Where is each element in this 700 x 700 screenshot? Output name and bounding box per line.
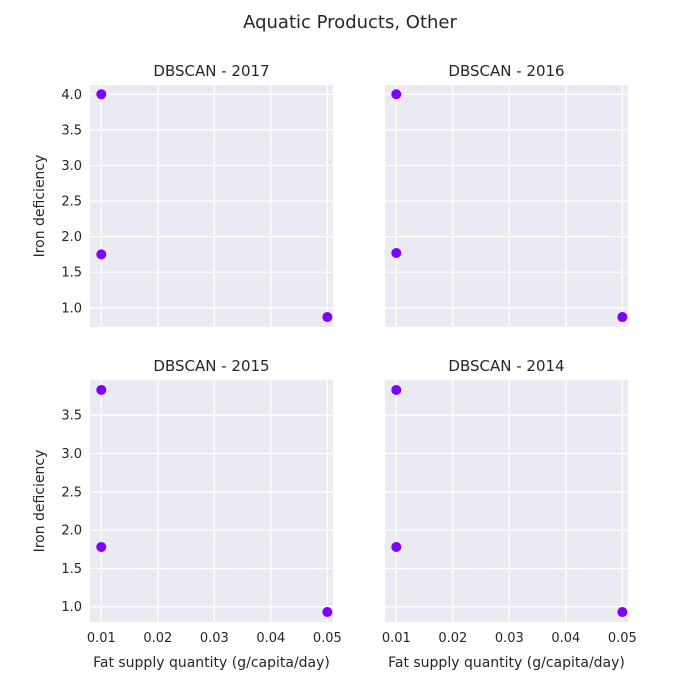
y-tick-label: 2.0 <box>61 524 82 539</box>
panel-title: DBSCAN - 2016 <box>448 62 564 80</box>
y-tick-label: 3.5 <box>61 123 82 138</box>
data-point <box>96 384 107 395</box>
data-point <box>96 89 107 100</box>
x-tick-label: 0.01 <box>382 631 411 646</box>
panel-1: DBSCAN - 2016 <box>385 62 628 327</box>
plot-area <box>90 380 333 622</box>
data-point <box>391 247 402 258</box>
y-axis-label: Iron deficiency <box>32 155 48 258</box>
x-tick-label: 0.03 <box>200 631 229 646</box>
panel-0: 1.0 1.5 2.0 2.5 3.0 3.5 4.0 DBSCAN - 2017 Iron d… <box>32 62 333 327</box>
figure-title: Aquatic Products, Other <box>243 12 457 33</box>
plot-area <box>90 85 333 327</box>
x-tick-label: 0.04 <box>551 631 580 646</box>
x-axis-label: Fat supply quantity (g/capita/day) <box>388 655 625 671</box>
panel-title: DBSCAN - 2015 <box>153 357 269 375</box>
data-point <box>322 607 333 618</box>
plot-area <box>385 380 628 622</box>
y-tick-label: 3.5 <box>61 409 82 424</box>
x-tick-label: 0.05 <box>608 631 637 646</box>
panel-2: 0.01 0.02 0.03 0.04 0.05 1.0 1.5 2.0 2.5 3.0 3.5 DB… <box>32 357 342 671</box>
x-tick-label: 0.02 <box>438 631 467 646</box>
panel-title: DBSCAN - 2014 <box>448 357 564 375</box>
y-tick-label: 4.0 <box>61 88 82 103</box>
plot-area <box>385 85 628 327</box>
data-point <box>617 312 628 323</box>
panel-title: DBSCAN - 2017 <box>153 62 269 80</box>
data-point <box>391 89 402 100</box>
y-axis-label: Iron deficiency <box>32 450 48 553</box>
x-tick-label: 0.02 <box>143 631 172 646</box>
y-tick-label: 2.5 <box>61 195 82 210</box>
x-tick-label: 0.04 <box>256 631 285 646</box>
y-tick-label: 3.0 <box>61 447 82 462</box>
x-tick-label: 0.05 <box>313 631 342 646</box>
x-tick-label: 0.03 <box>495 631 524 646</box>
data-point <box>391 384 402 395</box>
y-tick-label: 3.0 <box>61 159 82 174</box>
panels: 1.0 1.5 2.0 2.5 3.0 3.5 4.0 DBSCAN - 2017 Iron d… <box>32 62 637 671</box>
y-tick-label: 2.5 <box>61 485 82 500</box>
y-tick-label: 1.0 <box>61 600 82 615</box>
data-point <box>96 541 107 552</box>
data-point <box>391 541 402 552</box>
y-tick-label: 1.5 <box>61 562 82 577</box>
data-point <box>96 249 107 260</box>
x-tick-label: 0.01 <box>87 631 116 646</box>
panel-3: 0.01 0.02 0.03 0.04 0.05 DBSCAN - 2014 Fat sup… <box>382 357 637 671</box>
x-axis-label: Fat supply quantity (g/capita/day) <box>93 655 330 671</box>
y-tick-label: 2.0 <box>61 230 82 245</box>
y-tick-label: 1.5 <box>61 266 82 281</box>
y-tick-label: 1.0 <box>61 301 82 316</box>
data-point <box>322 312 333 323</box>
data-point <box>617 607 628 618</box>
